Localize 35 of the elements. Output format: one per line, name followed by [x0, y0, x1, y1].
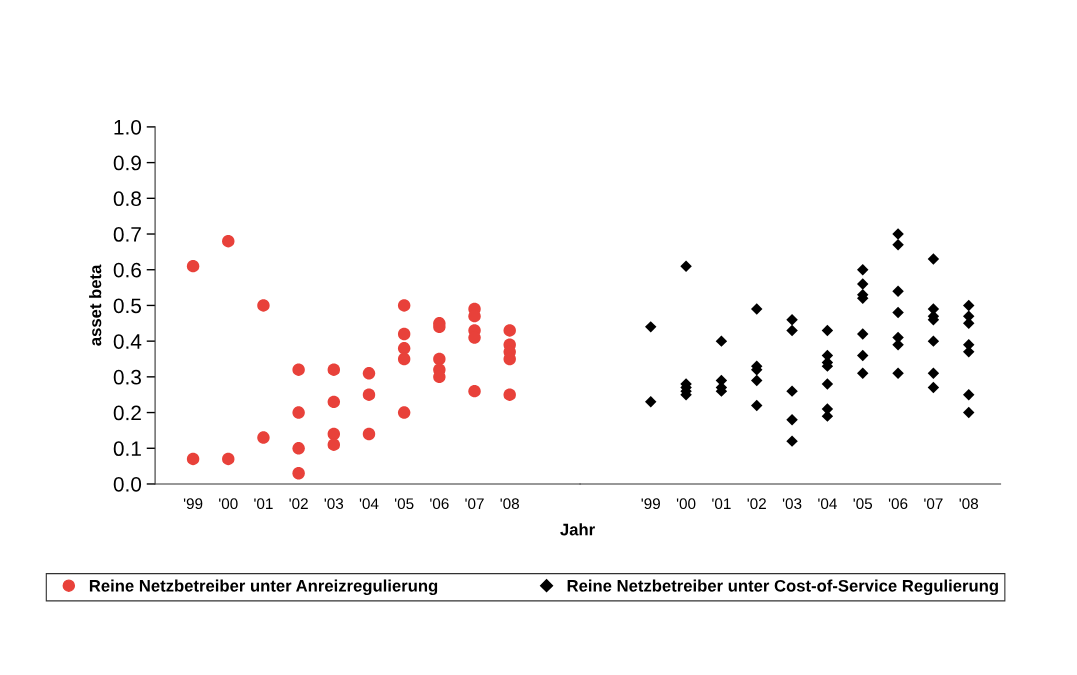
x-tick-label: '05 — [394, 498, 414, 510]
x-tick-label: '04 — [359, 498, 379, 510]
x-tick-label: '07 — [924, 498, 943, 510]
legend-label: Reine Netzbetreiber unter Anreizregulierung — [89, 579, 438, 596]
x-tick-label: '05 — [853, 498, 873, 510]
x-tick-label: '99 — [183, 498, 203, 510]
x-tick-label: '04 — [818, 498, 837, 510]
y-tick-label: 0.9 — [113, 155, 141, 171]
y-tick-label: 0.5 — [113, 298, 142, 314]
x-axis-title: Jahr — [560, 523, 595, 536]
y-tick-label: 0.6 — [113, 262, 141, 278]
y-tick-label: 0.2 — [113, 405, 141, 421]
y-axis-title: asset beta — [89, 264, 102, 346]
x-tick-label: '06 — [888, 498, 908, 510]
x-tick-label: '00 — [219, 498, 238, 510]
x-tick-label: '06 — [430, 498, 449, 510]
x-tick-label: '08 — [959, 498, 979, 510]
x-tick-label: '03 — [782, 498, 802, 510]
x-tick-label: '02 — [289, 498, 308, 510]
x-tick-label: '01 — [254, 498, 273, 510]
x-tick-label: '08 — [500, 498, 519, 510]
x-tick-label: '03 — [324, 498, 344, 510]
x-tick-label: '01 — [712, 498, 731, 510]
y-tick-label: 0.3 — [113, 369, 141, 385]
legend-label: Reine Netzbetreiber unter Cost-of-Service Regulierung — [567, 579, 998, 596]
x-tick-label: '99 — [641, 498, 660, 510]
y-tick-label: 0.8 — [113, 191, 141, 207]
y-tick-label: 0.0 — [113, 476, 142, 492]
x-tick-label: '00 — [676, 498, 696, 510]
y-tick-label: 1.0 — [114, 119, 142, 135]
x-tick-label: '02 — [747, 498, 766, 510]
y-tick-label: 0.4 — [113, 334, 142, 349]
x-tick-label: '07 — [465, 498, 484, 510]
y-tick-label: 0.1 — [113, 441, 141, 457]
y-tick-label: 0.7 — [113, 227, 141, 242]
